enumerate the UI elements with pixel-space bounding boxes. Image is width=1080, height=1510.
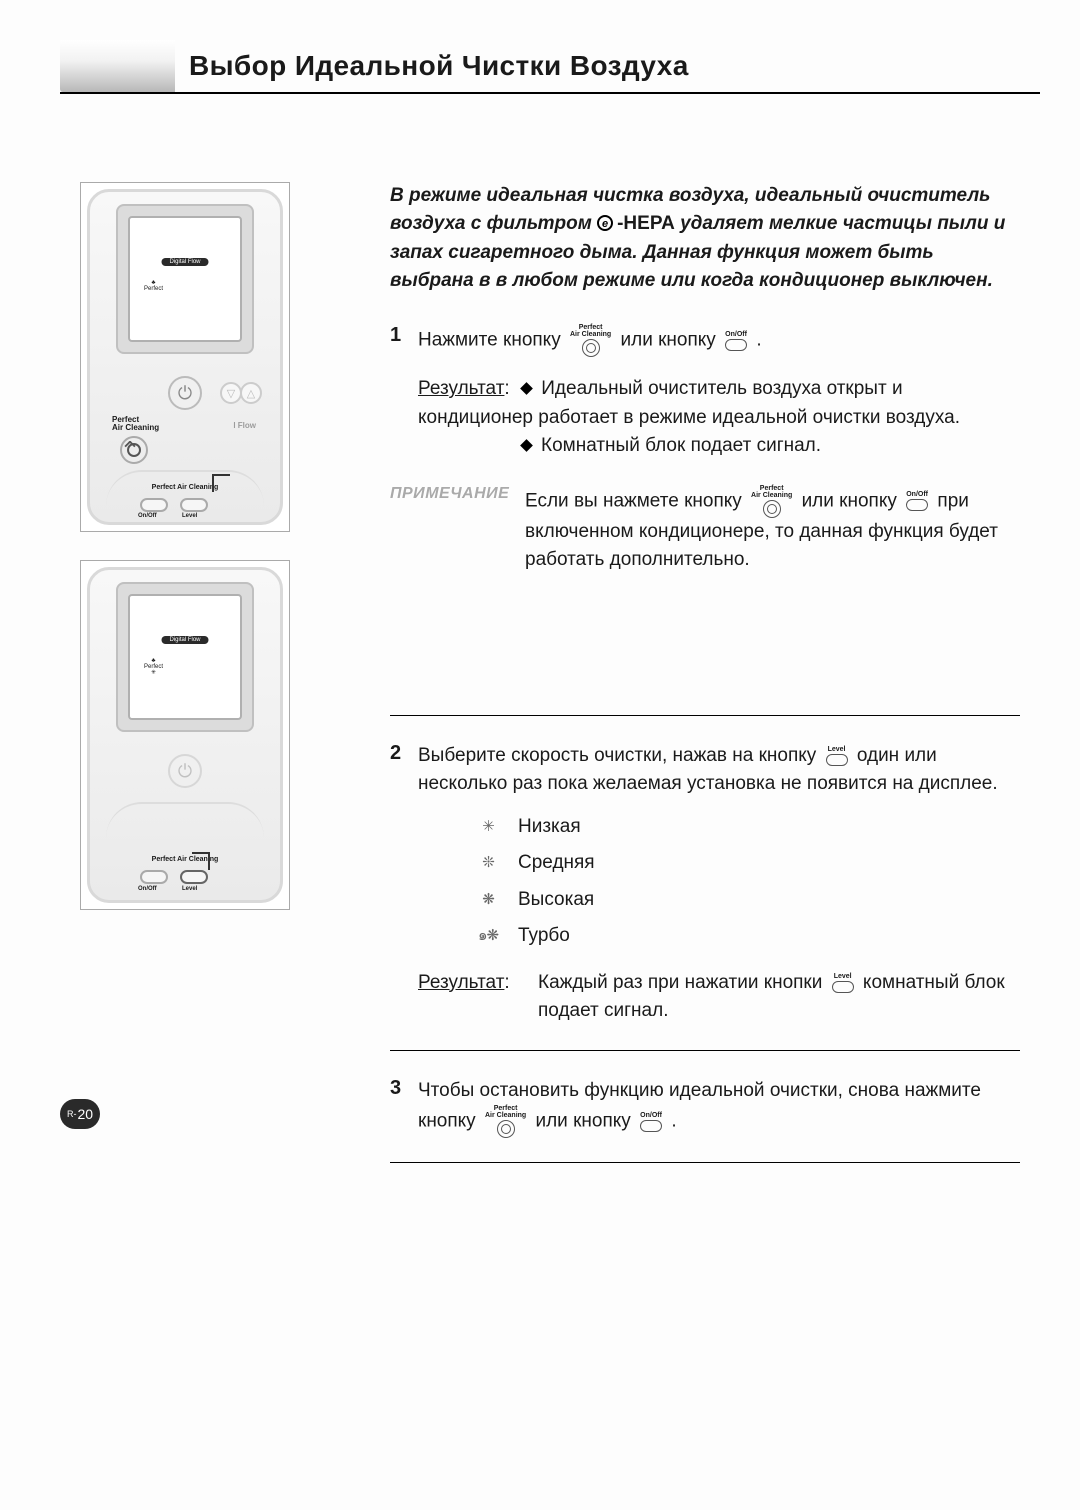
onoff-button-icon: On/Off xyxy=(640,1112,662,1132)
title-decor xyxy=(60,40,175,92)
title-underline xyxy=(60,92,1040,94)
remote2-pointer-icon xyxy=(190,852,210,872)
level-button-icon: Level xyxy=(826,746,848,766)
step-3-number: 3 xyxy=(390,1077,418,1139)
remote1-onoff-label: On/Off xyxy=(138,513,157,519)
divider-2 xyxy=(390,1050,1020,1051)
remote2-level-button xyxy=(180,870,208,884)
step-2-body: Выберите скорость очистки, нажав на кноп… xyxy=(418,742,1020,1026)
power-icon: ⏻ xyxy=(168,754,202,788)
speed-icon-turbo: ๑❋ xyxy=(458,925,518,948)
pac-button-icon: Perfect Air Cleaning xyxy=(751,485,792,518)
speed-icon-med: ❊ xyxy=(458,852,518,875)
e-hepa-icon: e xyxy=(597,212,617,240)
remote2-perfect-label: ♣Perfect✳ xyxy=(144,658,163,676)
remote1-pointer-icon xyxy=(212,474,232,494)
step-1-result-2: Комнатный блок подает сигнал. xyxy=(418,432,1020,461)
pac-button-icon: Perfect Air Cleaning xyxy=(485,1105,526,1138)
step-3-text: Чтобы остановить функцию идеальной очист… xyxy=(418,1077,1020,1139)
remote1-level-button xyxy=(180,498,208,512)
power-icon: ⏻ xyxy=(168,376,202,410)
intro-paragraph: В режиме идеальная чистка воздуха, идеал… xyxy=(390,182,1020,294)
step-2-text: Выберите скорость очистки, нажав на кноп… xyxy=(418,742,1020,799)
document-page: Выбор Идеальной Чистки Воздуха Digital F… xyxy=(60,0,1060,1189)
step-1-number: 1 xyxy=(390,324,418,461)
step-1-note: ПРИМЕЧАНИЕ Если вы нажмете кнопку Perfec… xyxy=(390,485,1020,575)
speed-label-turbo: Турбо xyxy=(518,922,570,951)
step-2-result: Результат: Каждый раз при нажатии кнопки… xyxy=(418,969,1020,1026)
remote-image-1: Digital Flow ♣Perfect ⏻ ▽ △ PerfectAir C… xyxy=(80,182,290,532)
remote1-pac-label: PerfectAir Cleaning xyxy=(112,416,159,433)
up-arrow-icon: ▽ xyxy=(220,382,242,404)
divider-1 xyxy=(390,715,1020,716)
remote1-onoff-button xyxy=(140,498,168,512)
remote1-flow-label: l Flow xyxy=(233,421,256,430)
note-label: ПРИМЕЧАНИЕ xyxy=(390,485,509,502)
pac-button-icon: Perfect Air Cleaning xyxy=(570,324,611,357)
page-number-value: 20 xyxy=(77,1106,93,1122)
speed-row-med: ❊Средняя xyxy=(458,849,1020,878)
step-1: 1 Нажмите кнопку Perfect Air Cleaning ил… xyxy=(390,324,1020,461)
speed-row-turbo: ๑❋Турбо xyxy=(458,922,1020,951)
step-1-result: Результат: Идеальный очиститель воздуха … xyxy=(418,375,1020,432)
speed-row-high: ❋Высокая xyxy=(458,886,1020,915)
remote2-digital-flow-label: Digital Flow xyxy=(161,636,208,644)
step-1-body: Нажмите кнопку Perfect Air Cleaning или … xyxy=(418,324,1020,461)
remote2-level-label: Level xyxy=(182,886,197,892)
speed-table: ✳Низкая ❊Средняя ❋Высокая ๑❋Турбо xyxy=(458,813,1020,951)
remote-image-2: Digital Flow ♣Perfect✳ ⏻ Perfect Air Cle… xyxy=(80,560,290,910)
left-column: Digital Flow ♣Perfect ⏻ ▽ △ PerfectAir C… xyxy=(60,182,310,1189)
title-bar: Выбор Идеальной Чистки Воздуха xyxy=(60,40,1060,92)
diamond-bullet-icon xyxy=(520,439,533,452)
divider-3 xyxy=(390,1162,1020,1163)
onoff-button-icon: On/Off xyxy=(725,331,747,351)
remote1-bot-label: Perfect Air Cleaning xyxy=(152,484,219,491)
remote1-level-label: Level xyxy=(182,513,197,519)
page-number-badge: R-20 xyxy=(60,1099,100,1129)
page-number-prefix: R- xyxy=(67,1109,77,1119)
speed-icon-low: ✳ xyxy=(458,816,518,839)
right-column: В режиме идеальная чистка воздуха, идеал… xyxy=(390,182,1060,1189)
remote1-digital-flow-label: Digital Flow xyxy=(161,258,208,266)
speed-label-low: Низкая xyxy=(518,813,581,842)
note-body: Если вы нажмете кнопку Perfect Air Clean… xyxy=(525,485,1020,575)
level-button-icon: Level xyxy=(832,973,854,993)
step-1-line1: Нажмите кнопку Perfect Air Cleaning или … xyxy=(418,324,1020,357)
step-2: 2 Выберите скорость очистки, нажав на кн… xyxy=(390,742,1020,1026)
step-2-result-body: Каждый раз при нажатии кнопки Level комн… xyxy=(538,969,1020,1026)
down-arrow-icon: △ xyxy=(240,382,262,404)
content-columns: Digital Flow ♣Perfect ⏻ ▽ △ PerfectAir C… xyxy=(60,182,1060,1189)
speed-label-high: Высокая xyxy=(518,886,594,915)
step-2-number: 2 xyxy=(390,742,418,1026)
speed-icon-high: ❋ xyxy=(458,889,518,912)
step-3: 3 Чтобы остановить функцию идеальной очи… xyxy=(390,1077,1020,1139)
remote1-pac-button xyxy=(120,436,148,464)
diamond-bullet-icon xyxy=(520,382,533,395)
remote2-arc xyxy=(106,802,264,838)
step-3-body: Чтобы остановить функцию идеальной очист… xyxy=(418,1077,1020,1139)
svg-text:e: e xyxy=(602,218,608,230)
result-label: Результат xyxy=(418,972,504,993)
page-title: Выбор Идеальной Чистки Воздуха xyxy=(175,50,703,82)
remote2-onoff-button xyxy=(140,870,168,884)
onoff-button-icon: On/Off xyxy=(906,491,928,511)
speed-row-low: ✳Низкая xyxy=(458,813,1020,842)
remote2-onoff-label: On/Off xyxy=(138,886,157,892)
remote1-perfect-label: ♣Perfect xyxy=(144,280,163,292)
speed-label-med: Средняя xyxy=(518,849,595,878)
